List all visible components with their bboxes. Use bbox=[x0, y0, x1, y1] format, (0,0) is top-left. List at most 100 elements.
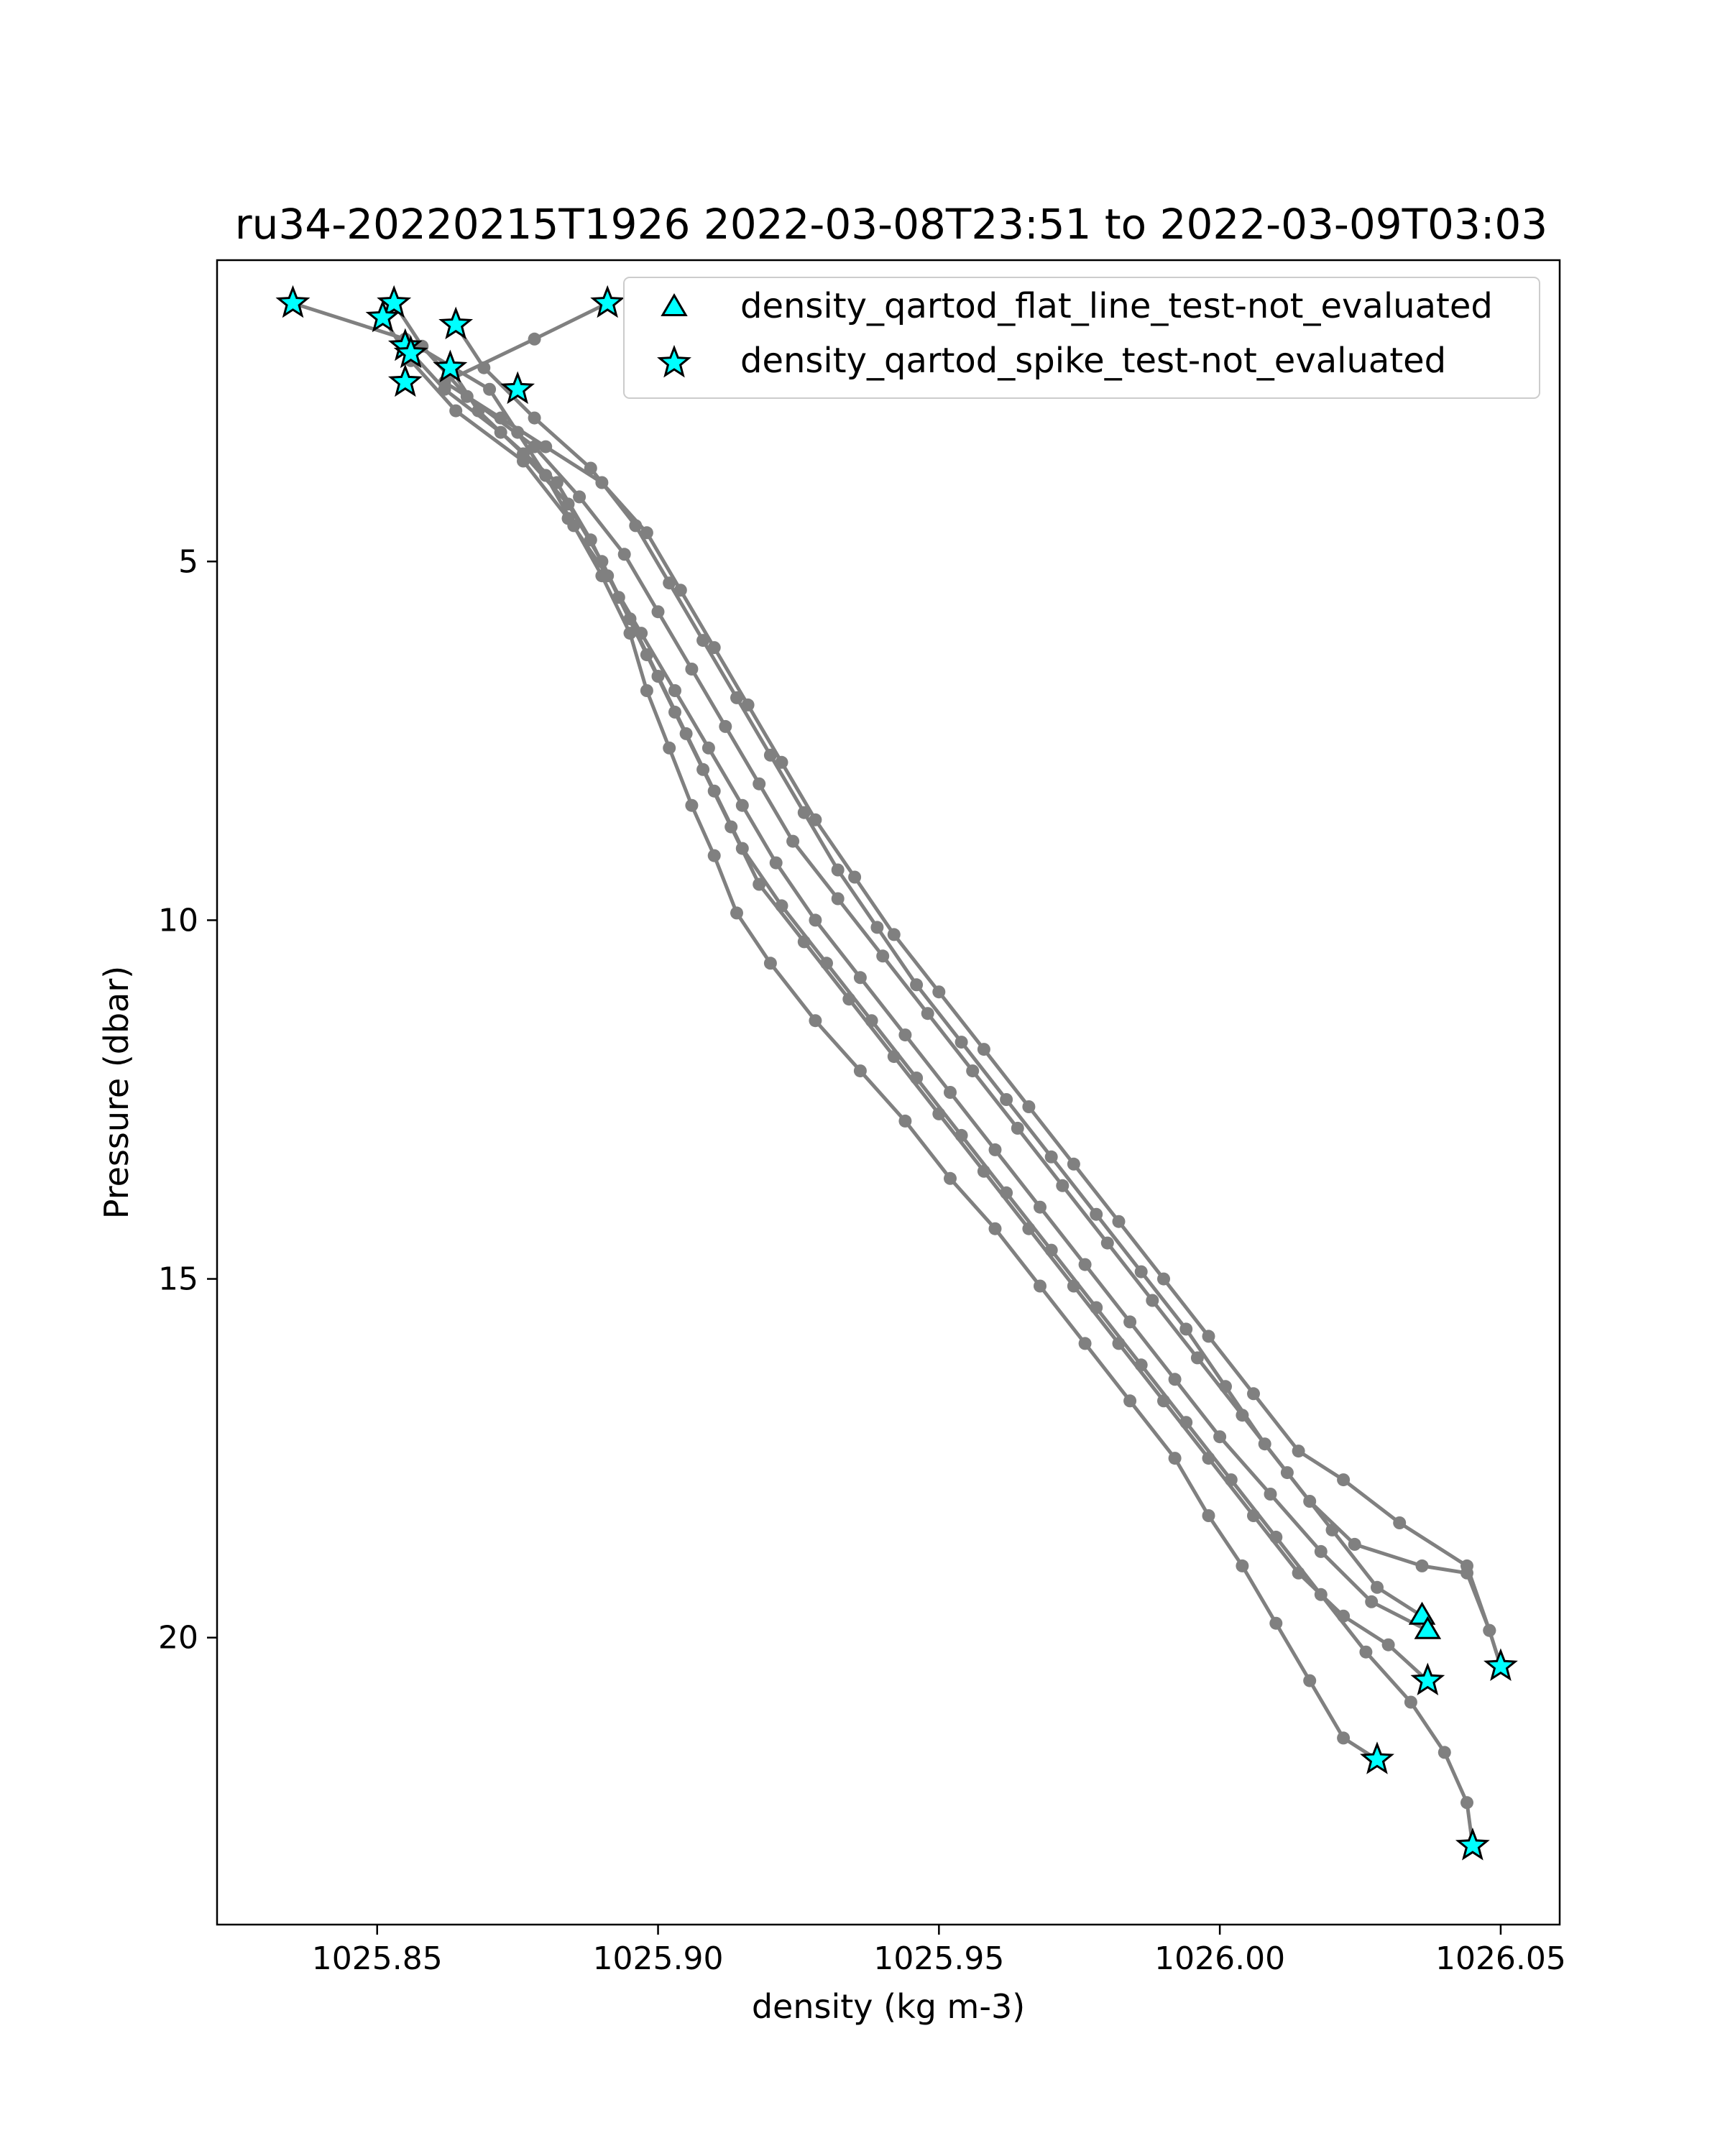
data-point bbox=[954, 1036, 968, 1049]
spike-marker bbox=[393, 335, 428, 369]
data-point bbox=[876, 949, 890, 963]
data-point bbox=[1090, 1301, 1103, 1314]
chart-title: ru34-20220215T1926 2022-03-08T23:51 to 2… bbox=[235, 200, 1547, 249]
data-point bbox=[1190, 1351, 1204, 1365]
legend-star-marker bbox=[657, 344, 691, 378]
data-point bbox=[640, 526, 653, 540]
data-point bbox=[1219, 1380, 1232, 1393]
data-point bbox=[1123, 1315, 1137, 1329]
spike-marker bbox=[590, 285, 625, 318]
data-point bbox=[1112, 1215, 1126, 1228]
data-point bbox=[719, 719, 732, 733]
data-point bbox=[1168, 1373, 1182, 1386]
data-point bbox=[1224, 1473, 1238, 1487]
legend-label-spike: density_qartod_spike_test-not_evaluated bbox=[740, 341, 1446, 381]
data-point bbox=[848, 870, 862, 884]
data-point bbox=[679, 727, 693, 740]
data-point bbox=[617, 548, 631, 561]
data-point bbox=[1269, 1616, 1283, 1630]
data-point bbox=[1034, 1279, 1046, 1293]
data-point bbox=[449, 404, 463, 418]
data-point bbox=[528, 332, 541, 346]
data-point bbox=[735, 842, 749, 855]
x-tick-label: 1025.95 bbox=[873, 1940, 1004, 1977]
data-point bbox=[735, 798, 749, 812]
data-point bbox=[1415, 1559, 1429, 1572]
data-point bbox=[1292, 1445, 1305, 1458]
data-point bbox=[1157, 1272, 1170, 1286]
x-tick-label: 1025.85 bbox=[312, 1940, 443, 1977]
x-tick-label: 1025.90 bbox=[593, 1940, 724, 1977]
data-point bbox=[763, 957, 777, 970]
series-line-7 bbox=[443, 301, 1503, 1667]
data-point bbox=[1202, 1509, 1215, 1522]
y-axis: 5 10 15 20 bbox=[158, 543, 217, 1657]
data-point bbox=[730, 906, 743, 920]
legend: density_qartod_flat_line_test-not_evalua… bbox=[623, 277, 1540, 399]
data-point bbox=[809, 813, 822, 826]
spike-marker bbox=[1484, 1648, 1518, 1681]
data-point bbox=[910, 978, 924, 992]
data-point bbox=[1067, 1157, 1080, 1171]
data-point bbox=[898, 1114, 912, 1128]
x-tick-label: 1026.05 bbox=[1435, 1940, 1566, 1977]
data-point bbox=[1044, 1150, 1058, 1164]
legend-box bbox=[623, 277, 1540, 399]
data-point bbox=[1078, 1258, 1092, 1271]
x-tick-label: 1026.00 bbox=[1154, 1940, 1285, 1977]
data-point bbox=[663, 741, 676, 755]
y-axis-title: Pressure (dbar) bbox=[97, 966, 136, 1219]
spike-marker bbox=[365, 299, 400, 333]
data-point bbox=[769, 856, 783, 870]
data-point bbox=[932, 985, 946, 999]
data-point bbox=[517, 447, 530, 461]
data-point bbox=[775, 755, 788, 769]
data-point bbox=[1460, 1796, 1473, 1810]
data-point bbox=[561, 512, 575, 525]
data-point bbox=[707, 641, 721, 655]
data-point bbox=[1213, 1430, 1227, 1444]
data-point bbox=[988, 1143, 1002, 1156]
data-point bbox=[651, 670, 665, 683]
y-tick-label: 20 bbox=[158, 1620, 198, 1657]
data-point bbox=[573, 490, 586, 504]
data-point bbox=[668, 684, 681, 697]
data-point bbox=[1011, 1121, 1024, 1135]
spike-marker bbox=[1455, 1828, 1490, 1861]
data-point bbox=[775, 899, 788, 913]
data-point bbox=[1202, 1330, 1215, 1343]
data-point bbox=[539, 469, 553, 482]
data-point bbox=[640, 684, 653, 697]
data-point bbox=[1044, 1243, 1058, 1257]
data-point bbox=[702, 741, 715, 755]
data-point bbox=[539, 440, 553, 453]
spike-marker bbox=[438, 306, 474, 340]
data-point bbox=[1134, 1358, 1148, 1372]
data-point bbox=[1146, 1294, 1159, 1307]
data-point bbox=[623, 612, 637, 626]
data-point bbox=[1090, 1207, 1103, 1221]
data-point bbox=[853, 1064, 867, 1078]
data-point bbox=[865, 1014, 878, 1028]
data-point bbox=[1056, 1179, 1070, 1192]
data-point bbox=[786, 834, 800, 848]
data-point bbox=[1269, 1530, 1283, 1544]
spike-marker bbox=[433, 349, 468, 383]
data-point bbox=[910, 1072, 924, 1084]
data-point bbox=[1264, 1488, 1277, 1501]
x-axis: 1025.85 1025.90 1025.95 1026.00 1026.05 bbox=[312, 1925, 1566, 1977]
data-point bbox=[1168, 1452, 1182, 1465]
data-point bbox=[1337, 1731, 1351, 1745]
data-point bbox=[966, 1064, 980, 1078]
data-point bbox=[1134, 1265, 1148, 1279]
series-line-5 bbox=[448, 367, 1475, 1846]
data-point bbox=[528, 411, 541, 425]
legend-star-shape bbox=[657, 344, 691, 378]
data-point bbox=[1393, 1516, 1407, 1529]
data-point bbox=[853, 971, 867, 985]
data-point bbox=[1000, 1093, 1013, 1106]
y-tick-label: 15 bbox=[158, 1261, 198, 1298]
data-point bbox=[685, 663, 699, 676]
data-point bbox=[651, 605, 665, 619]
